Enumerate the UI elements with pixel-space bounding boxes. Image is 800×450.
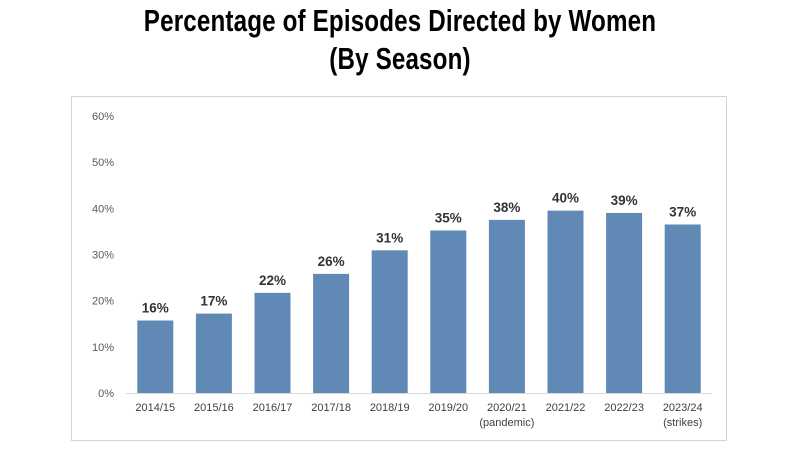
x-tick-label: (pandemic) (479, 417, 534, 429)
x-tick-label: 2018/19 (370, 402, 410, 414)
data-label: 40% (552, 191, 579, 206)
x-tick-label: 2023/24 (663, 402, 703, 414)
x-tick-label: 2015/16 (194, 402, 234, 414)
x-tick-label: 2022/23 (604, 402, 644, 414)
data-label: 22% (259, 273, 286, 288)
data-label: 37% (669, 204, 696, 219)
x-tick-label: 2016/17 (253, 402, 293, 414)
bar (137, 320, 174, 393)
bar (313, 273, 350, 393)
x-tick-label: 2014/15 (135, 402, 175, 414)
y-tick-label: 30% (92, 250, 114, 262)
x-tick-label: (strikes) (663, 417, 702, 429)
chart-title: Percentage of Episodes Directed by Women… (88, 2, 712, 78)
bar (254, 292, 291, 393)
x-tick-label: 2019/20 (428, 402, 468, 414)
data-label: 16% (142, 301, 169, 316)
data-label: 31% (376, 230, 403, 245)
x-tick-label: 2020/21 (487, 402, 527, 414)
y-tick-label: 40% (92, 203, 114, 215)
bar (195, 313, 232, 393)
bar (606, 212, 643, 393)
chart-title-line-1: Percentage of Episodes Directed by Women (143, 3, 657, 38)
data-label: 39% (611, 193, 638, 208)
y-tick-label: 60% (92, 111, 114, 123)
y-tick-label: 20% (92, 296, 114, 308)
y-tick-label: 0% (98, 388, 114, 400)
bar (664, 224, 701, 393)
x-tick-label: 2021/22 (546, 402, 586, 414)
y-tick-label: 50% (92, 157, 114, 169)
bar (371, 250, 408, 393)
y-tick-label: 10% (92, 342, 114, 354)
chart-title-line-2: (By Season) (329, 41, 471, 76)
data-label: 35% (435, 210, 462, 225)
bar (488, 219, 525, 393)
x-tick-label: 2017/18 (311, 402, 351, 414)
data-label: 26% (318, 254, 345, 269)
bar (430, 230, 467, 393)
data-label: 17% (200, 294, 227, 309)
data-label: 38% (493, 200, 520, 215)
bar (547, 210, 584, 393)
